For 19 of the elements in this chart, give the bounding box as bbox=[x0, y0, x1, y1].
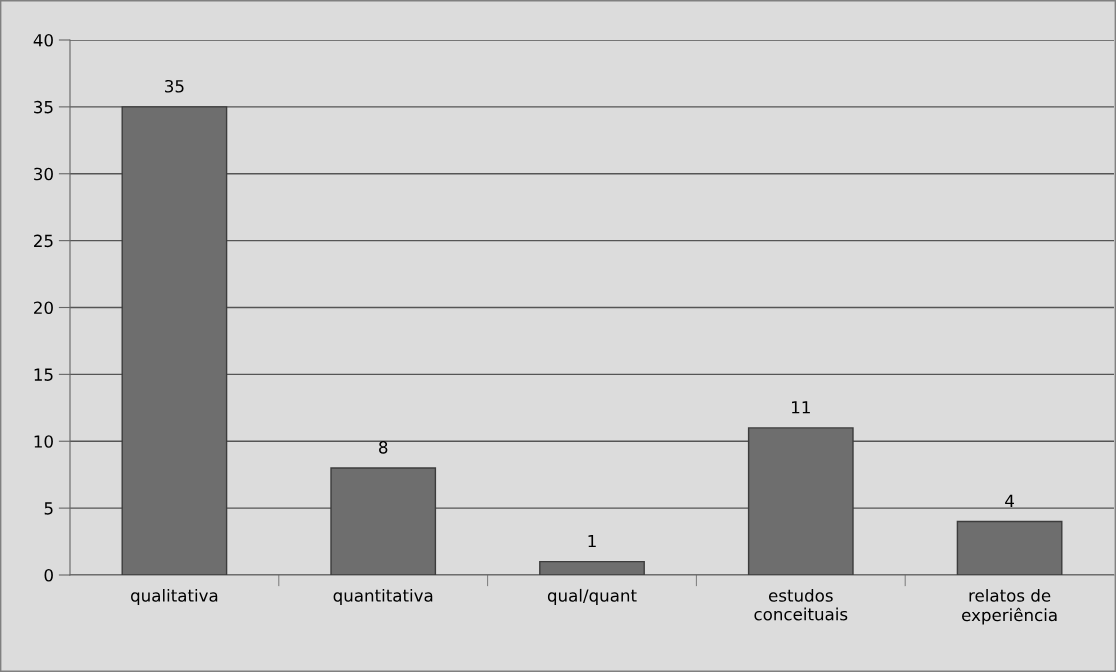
x-tick-label: quantitativa bbox=[333, 588, 433, 606]
y-tick-label: 0 bbox=[44, 568, 53, 582]
data-label: 8 bbox=[379, 441, 388, 454]
y-tick-label: 20 bbox=[34, 301, 53, 315]
y-tick-label: 30 bbox=[34, 167, 53, 181]
y-tick-label: 10 bbox=[34, 435, 53, 448]
y-tick-label: 25 bbox=[34, 234, 53, 248]
x-tick-label: estudos conceituais bbox=[754, 588, 848, 621]
y-tick-label: 35 bbox=[34, 100, 53, 114]
y-tick-label: 40 bbox=[33, 33, 53, 47]
data-label: 4 bbox=[1005, 494, 1014, 507]
y-tick-label: 5 bbox=[44, 502, 53, 515]
data-label: 35 bbox=[165, 79, 184, 93]
data-label: 11 bbox=[792, 401, 810, 414]
x-tick-label: relatos de experiência bbox=[962, 588, 1057, 625]
data-label: 1 bbox=[588, 534, 596, 548]
x-tick-label: qualitativa bbox=[131, 588, 218, 606]
y-tick-label: 15 bbox=[34, 368, 53, 381]
x-tick-label: qual/quant bbox=[547, 588, 637, 606]
